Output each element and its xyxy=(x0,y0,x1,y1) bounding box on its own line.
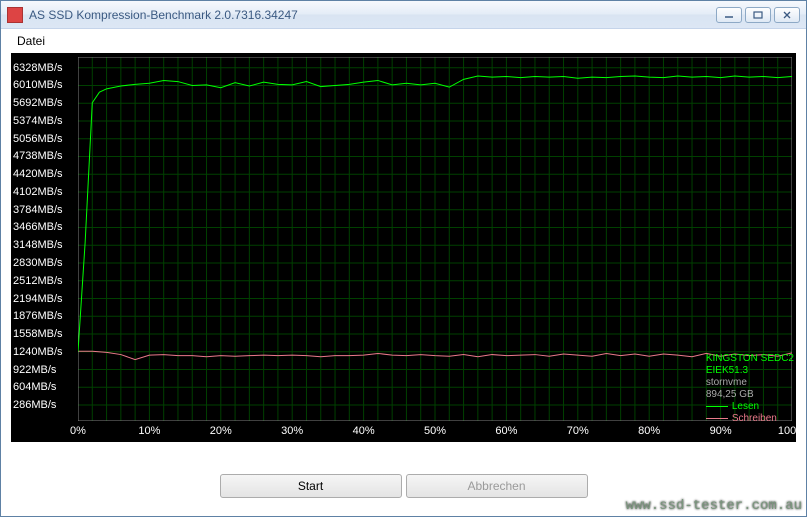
legend-capacity: 894,25 GB xyxy=(706,389,794,401)
x-tick-label: 10% xyxy=(138,425,160,437)
y-tick-label: 922MB/s xyxy=(13,364,56,376)
titlebar: AS SSD Kompression-Benchmark 2.0.7316.34… xyxy=(1,1,806,29)
watermark: www.ssd-tester.com.au xyxy=(626,498,802,514)
window-title: AS SSD Kompression-Benchmark 2.0.7316.34… xyxy=(29,8,716,22)
legend-driver: stornvme xyxy=(706,377,794,389)
minimize-button[interactable] xyxy=(716,7,742,23)
y-tick-label: 1240MB/s xyxy=(13,346,63,358)
chart-legend: KINGSTON SEDC2 EIEK51.3 stornvme 894,25 … xyxy=(706,353,794,425)
y-tick-label: 5374MB/s xyxy=(13,115,63,127)
window-controls xyxy=(716,7,800,23)
y-tick-label: 6010MB/s xyxy=(13,79,63,91)
y-tick-label: 1876MB/s xyxy=(13,310,63,322)
x-tick-label: 60% xyxy=(495,425,517,437)
legend-write: Schreiben xyxy=(706,413,794,425)
y-tick-label: 4102MB/s xyxy=(13,186,63,198)
x-tick-label: 30% xyxy=(281,425,303,437)
y-tick-label: 6328MB/s xyxy=(13,62,63,74)
close-button[interactable] xyxy=(774,7,800,23)
chart-plot xyxy=(78,57,792,421)
y-tick-label: 2512MB/s xyxy=(13,275,63,287)
y-tick-label: 1558MB/s xyxy=(13,328,63,340)
x-tick-label: 0% xyxy=(70,425,86,437)
y-tick-label: 4420MB/s xyxy=(13,168,63,180)
y-tick-label: 5056MB/s xyxy=(13,133,63,145)
x-tick-label: 80% xyxy=(638,425,660,437)
chart-area: KINGSTON SEDC2 EIEK51.3 stornvme 894,25 … xyxy=(11,53,796,442)
x-tick-label: 40% xyxy=(353,425,375,437)
cancel-button[interactable]: Abbrechen xyxy=(406,474,588,498)
y-tick-label: 3148MB/s xyxy=(13,239,63,251)
y-tick-label: 604MB/s xyxy=(13,381,56,393)
x-tick-label: 90% xyxy=(710,425,732,437)
x-tick-label: 70% xyxy=(567,425,589,437)
x-tick-label: 50% xyxy=(424,425,446,437)
y-tick-label: 2194MB/s xyxy=(13,293,63,305)
app-window: AS SSD Kompression-Benchmark 2.0.7316.34… xyxy=(0,0,807,517)
y-tick-label: 3784MB/s xyxy=(13,204,63,216)
maximize-button[interactable] xyxy=(745,7,771,23)
legend-read: Lesen xyxy=(706,401,794,413)
legend-model: EIEK51.3 xyxy=(706,365,794,377)
menu-datei[interactable]: Datei xyxy=(11,32,51,50)
y-tick-label: 5692MB/s xyxy=(13,97,63,109)
x-tick-label: 20% xyxy=(210,425,232,437)
button-bar: Start Abbrechen xyxy=(1,474,806,498)
y-tick-label: 2830MB/s xyxy=(13,257,63,269)
y-tick-label: 3466MB/s xyxy=(13,221,63,233)
menubar: Datei xyxy=(1,29,806,51)
y-tick-label: 4738MB/s xyxy=(13,150,63,162)
x-tick-label: 100% xyxy=(778,425,806,437)
start-button[interactable]: Start xyxy=(220,474,402,498)
y-tick-label: 286MB/s xyxy=(13,399,56,411)
legend-device: KINGSTON SEDC2 xyxy=(706,353,794,365)
app-icon xyxy=(7,7,23,23)
